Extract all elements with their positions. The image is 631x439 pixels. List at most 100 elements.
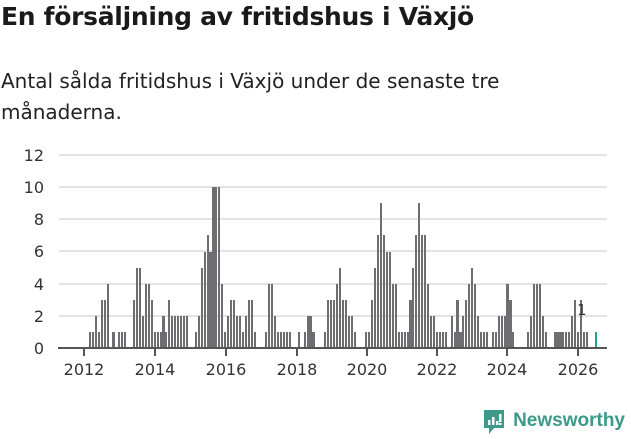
- x-tick-label: 2014: [134, 360, 176, 379]
- bar: [171, 315, 174, 348]
- bar: [388, 251, 391, 348]
- bar: [574, 299, 577, 349]
- bar: [280, 331, 283, 348]
- bar: [424, 235, 427, 348]
- bar: [559, 331, 562, 348]
- bar: [391, 283, 394, 348]
- bar: [594, 331, 597, 348]
- bar: [380, 203, 383, 349]
- bar: [141, 315, 144, 348]
- bar: [203, 251, 206, 348]
- x-tick: [577, 349, 579, 356]
- x-tick-label: 2018: [276, 360, 318, 379]
- bar: [268, 283, 271, 348]
- chart-title: En försäljning av fritidshus i Växjö: [1, 2, 474, 31]
- bar: [474, 283, 477, 348]
- bar: [406, 331, 409, 348]
- bar: [544, 331, 547, 348]
- bar: [482, 331, 486, 348]
- bar: [556, 331, 559, 348]
- bar: [365, 331, 368, 348]
- bar: [156, 331, 159, 348]
- bar: [453, 331, 456, 348]
- bar: [335, 283, 339, 348]
- bar: [562, 331, 565, 348]
- bar: [509, 299, 512, 349]
- chart-subtitle: Antal sålda fritidshus i Växjö under de …: [1, 69, 500, 124]
- bar: [385, 251, 389, 348]
- bar: [265, 331, 268, 348]
- bar: [462, 315, 465, 348]
- bar: [568, 331, 571, 348]
- x-tick-label: 2020: [346, 360, 388, 379]
- bar: [541, 315, 544, 348]
- last-value-annotation: 1: [577, 301, 587, 319]
- bar: [338, 267, 341, 348]
- newsworthy-chart-icon: [483, 409, 505, 434]
- bar: [415, 235, 418, 348]
- bar: [403, 331, 406, 348]
- bar: [579, 299, 583, 349]
- bar: [327, 299, 330, 349]
- gridline: [59, 250, 607, 252]
- bar: [500, 315, 503, 348]
- bar: [244, 315, 247, 348]
- bar: [585, 331, 588, 348]
- gridline: [59, 283, 607, 285]
- bar: [497, 315, 500, 348]
- bar: [247, 299, 250, 349]
- bar: [371, 299, 374, 349]
- bar: [177, 315, 180, 348]
- y-tick-label: 12: [23, 146, 44, 165]
- bar: [418, 203, 421, 349]
- bar: [230, 299, 233, 349]
- gridline: [59, 218, 607, 220]
- bar: [147, 283, 150, 348]
- bar: [144, 283, 147, 348]
- bar: [444, 331, 447, 348]
- bar: [97, 331, 100, 348]
- bar: [103, 299, 106, 349]
- bar: [532, 283, 536, 348]
- bar: [124, 331, 127, 348]
- bar: [377, 235, 380, 348]
- bar: [118, 331, 121, 348]
- bar: [341, 299, 344, 349]
- bar: [250, 299, 253, 349]
- bar: [582, 331, 586, 348]
- bar: [135, 267, 139, 348]
- bar: [397, 331, 400, 348]
- bar: [456, 299, 459, 349]
- gridline: [59, 154, 607, 156]
- bar: [121, 331, 124, 348]
- x-tick: [83, 349, 85, 356]
- x-tick: [225, 349, 227, 356]
- bar: [480, 331, 483, 348]
- bar: [165, 331, 168, 348]
- bar: [330, 299, 333, 349]
- newsworthy-logo[interactable]: Newsworthy: [483, 409, 625, 434]
- bar: [324, 331, 327, 348]
- bar: [94, 315, 97, 348]
- y-tick-label: 10: [23, 178, 44, 197]
- bar: [553, 331, 556, 348]
- bar: [185, 315, 189, 348]
- bar: [150, 299, 153, 349]
- bar: [306, 315, 309, 348]
- bar: [235, 315, 239, 348]
- bar: [459, 331, 462, 348]
- bar: [485, 331, 488, 348]
- bar: [421, 235, 424, 348]
- bar: [283, 331, 286, 348]
- bar: [344, 299, 347, 349]
- bar: [274, 315, 277, 348]
- bar: [412, 267, 415, 348]
- bar: [215, 187, 218, 348]
- bar: [465, 299, 468, 349]
- bar: [506, 283, 509, 348]
- bar: [530, 315, 533, 348]
- bar: [288, 331, 291, 348]
- bar: [88, 331, 92, 348]
- x-tick: [366, 349, 368, 356]
